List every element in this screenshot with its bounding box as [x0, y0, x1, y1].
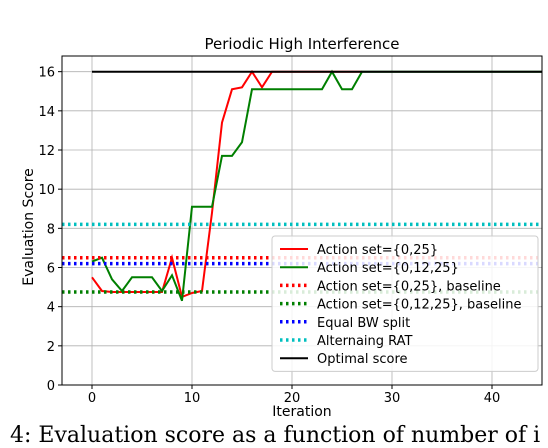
y-tick-label: 6 — [47, 262, 55, 277]
y-tick-label: 4 — [47, 301, 55, 316]
line-chart: Periodic High Interference 0 10 20 30 40 0 2 4 6… — [21, 35, 543, 420]
chart-title: Periodic High Interference — [205, 35, 400, 53]
x-axis-label: Iteration — [272, 404, 331, 420]
legend-label: Optimal score — [317, 352, 408, 367]
y-tick-label: 14 — [38, 105, 55, 120]
x-tick-label: 30 — [384, 391, 401, 406]
y-tick-label: 2 — [47, 340, 55, 355]
legend: Action set={0,25} Action set={0,12,25} Act… — [271, 235, 539, 372]
y-tick-label: 16 — [38, 66, 55, 81]
plot-frame — [61, 55, 543, 386]
legend-label: Alternaing RAT — [317, 334, 413, 349]
x-tick-label: 40 — [484, 391, 501, 406]
x-tick-label: 20 — [284, 391, 301, 406]
legend-label: Equal BW split — [317, 316, 410, 331]
y-tick-label: 10 — [38, 183, 55, 198]
y-tick-label: 8 — [47, 222, 55, 237]
ticks: 0 10 20 30 40 0 2 4 6 8 10 12 14 16 — [38, 66, 500, 406]
x-tick-label: 0 — [88, 391, 96, 406]
y-axis-label: Evaluation Score — [21, 168, 37, 286]
legend-label: Action set={0,12,25}, baseline — [317, 298, 521, 313]
legend-label: Action set={0,25} — [317, 243, 438, 258]
legend-label: Action set={0,12,25} — [317, 261, 459, 276]
legend-label: Action set={0,25}, baseline — [317, 279, 501, 294]
x-tick-label: 10 — [184, 391, 201, 406]
series-line-2 — [91, 69, 542, 302]
y-tick-label: 12 — [38, 144, 55, 159]
figure-caption: 4: Evaluation score as a function of num… — [10, 424, 540, 448]
legend-box — [271, 235, 539, 372]
y-tick-label: 0 — [47, 379, 55, 394]
